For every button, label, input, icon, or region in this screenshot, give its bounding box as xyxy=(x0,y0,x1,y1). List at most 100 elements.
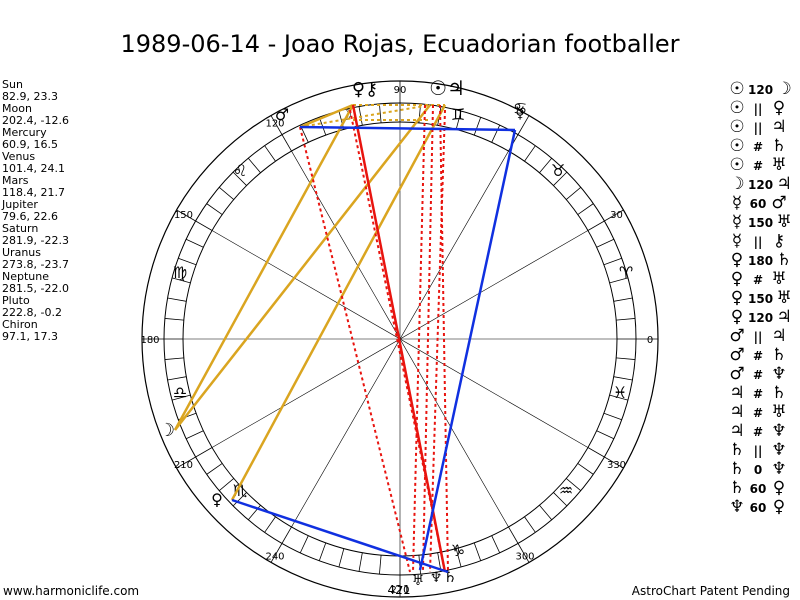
degree-tick xyxy=(524,145,536,162)
aspect-planet-2-icon: ⚷ xyxy=(772,231,786,251)
aspect-type: || xyxy=(753,444,763,458)
aspect-planet-1-icon: ♄ xyxy=(729,440,745,460)
planet-coords-uranus: 273.8, -23.7 xyxy=(2,258,69,271)
aspect-row: ☿ 60 ♂ xyxy=(726,194,795,213)
degree-tick xyxy=(171,277,191,284)
aspect-planet-1-icon: ☉ xyxy=(729,79,745,99)
degree-tick xyxy=(609,394,629,401)
website-link[interactable]: www.harmoniclife.com xyxy=(3,584,140,598)
aspect-line xyxy=(412,104,426,573)
aspect-row: ♀ # ♅ xyxy=(726,270,795,289)
aspect-row: ♂ # ♄ xyxy=(726,346,795,365)
degree-tick xyxy=(185,430,204,440)
planet-name-moon: Moon xyxy=(2,102,32,115)
planet-coords-moon: 202.4, -12.6 xyxy=(2,114,69,127)
aspect-planet-1-icon: ♆ xyxy=(729,497,745,517)
aspect-type: 60 xyxy=(749,482,767,496)
aspect-type: # xyxy=(752,406,764,420)
pluto-planet-icon: ♀ xyxy=(211,490,223,509)
degree-tick xyxy=(577,463,594,475)
degree-tick xyxy=(218,186,235,200)
aspect-planet-2-icon: ♃ xyxy=(771,326,787,346)
mars-planet-icon: ♂ xyxy=(275,105,289,124)
degree-label-270: 270 xyxy=(390,585,409,596)
aspect-planet-1-icon: ♀ xyxy=(730,288,744,308)
degree-tick xyxy=(587,220,605,231)
aspect-planet-2-icon: ♅ xyxy=(771,402,787,422)
aspect-planet-2-icon: ♂ xyxy=(771,193,787,213)
aspect-planet-2-icon: ♆ xyxy=(771,440,787,460)
aspect-type: # xyxy=(752,368,764,382)
aspect-type: 120 xyxy=(748,83,774,97)
degree-tick xyxy=(281,526,292,544)
virgo-sign-icon: ♍ xyxy=(173,263,187,282)
aspect-line xyxy=(174,104,431,431)
degree-tick xyxy=(603,412,622,421)
aspect-planet-2-icon: ♅ xyxy=(771,155,787,175)
planet-positions-list: Sun 82.9, 23.3 Moon 202.4, -12.6 Mercury 60.9… xyxy=(2,79,69,343)
degree-tick xyxy=(473,542,482,561)
aspect-type: # xyxy=(752,140,764,154)
aspect-planet-2-icon: ♀ xyxy=(772,98,786,118)
aspect-type: 60 xyxy=(749,501,767,515)
degree-label-30: 30 xyxy=(610,210,623,221)
degree-tick xyxy=(616,318,636,321)
house-boundary xyxy=(270,115,283,135)
degree-tick xyxy=(164,357,184,360)
degree-tick xyxy=(553,492,568,507)
degree-tick xyxy=(491,124,501,143)
house-boundary xyxy=(604,209,624,222)
venus-chiron-planet-icon: ♀⚷ xyxy=(352,79,378,100)
aspect-planet-2-icon: ♀ xyxy=(772,478,786,498)
aspect-type: 150 xyxy=(748,216,774,230)
aspect-line xyxy=(429,109,446,573)
planet-name-mercury: Mercury xyxy=(2,126,47,139)
degree-tick xyxy=(613,376,633,381)
degree-tick xyxy=(338,548,345,568)
aspect-planet-1-icon: ☿ xyxy=(731,231,743,251)
aspect-list: ☉ 120 ☽ ☉ || ♀ ☉ || ♃ ☉ # ♄ ☉ # ♅ ☽ 120 ♃ ☿ 60 ♂ ☿ 150 ♅ ☿ || ⚷ ♀ 18… xyxy=(726,80,795,517)
aspect-row: ☽ 120 ♃ xyxy=(726,175,795,194)
degree-tick xyxy=(577,203,594,215)
aspect-planet-2-icon: ♄ xyxy=(771,136,787,156)
aspect-line xyxy=(299,125,516,132)
aspect-planet-1-icon: ♄ xyxy=(729,478,745,498)
degree-tick xyxy=(596,430,615,440)
degree-tick xyxy=(167,376,187,381)
degree-tick xyxy=(167,297,187,302)
degree-tick xyxy=(358,552,363,572)
aspect-line xyxy=(299,104,431,128)
aspect-planet-2-icon: ♄ xyxy=(771,345,787,365)
degree-label-180: 180 xyxy=(140,335,159,346)
aspect-type: # xyxy=(752,273,764,287)
degree-label-240: 240 xyxy=(265,552,284,563)
degree-label-150: 150 xyxy=(174,210,193,221)
planet-coords-jupiter: 79.6, 22.6 xyxy=(2,210,58,223)
aspect-type: 180 xyxy=(748,254,774,268)
degree-tick xyxy=(553,171,568,186)
degree-tick xyxy=(195,220,213,231)
aspect-row: ♄ || ♆ xyxy=(726,441,795,460)
aspect-planet-2-icon: ♃ xyxy=(771,117,787,137)
degree-tick xyxy=(338,110,345,130)
house-boundary xyxy=(176,456,196,469)
aspect-row: ♀ 150 ♅ xyxy=(726,289,795,308)
aspect-planet-1-icon: ☉ xyxy=(729,155,745,175)
aspect-type: || xyxy=(753,102,763,116)
aspect-planet-1-icon: ♃ xyxy=(729,421,745,441)
aspect-type: # xyxy=(752,425,764,439)
aspect-row: ♀ 180 ♄ xyxy=(726,251,795,270)
aspect-planet-1-icon: ☉ xyxy=(729,98,745,118)
aspect-type: || xyxy=(753,235,763,249)
bottom-number: 421 xyxy=(388,583,411,597)
aspect-planet-1-icon: ☿ xyxy=(731,193,743,213)
aspect-planet-2-icon: ♄ xyxy=(771,383,787,403)
planet-name-jupiter: Jupiter xyxy=(2,198,38,211)
pisces-sign-icon: ♓ xyxy=(613,383,627,402)
aspect-row: ♄ 0 ♆ xyxy=(726,460,795,479)
planet-name-venus: Venus xyxy=(2,150,36,163)
planet-coords-venus: 101.4, 24.1 xyxy=(2,162,65,175)
aspect-line xyxy=(349,109,446,573)
degree-tick xyxy=(247,157,261,174)
degree-label-300: 300 xyxy=(515,552,534,563)
